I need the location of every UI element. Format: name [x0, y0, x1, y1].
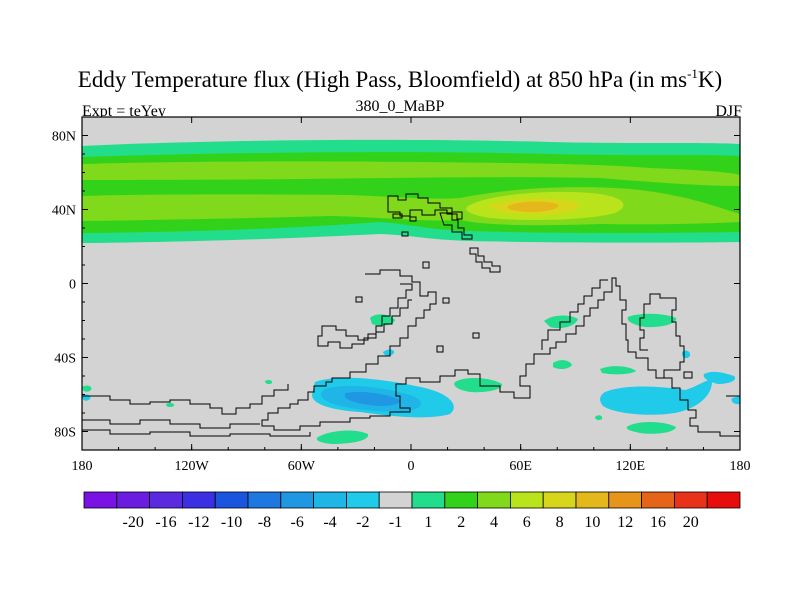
colorbar-label-6: -4	[323, 514, 336, 531]
coastline-antarctic-east	[664, 377, 740, 437]
colorbar-label-9: 1	[424, 514, 432, 531]
coastline-north-asia	[439, 212, 473, 240]
flux-south-pos-4	[454, 378, 503, 393]
flux-south-pos-9	[82, 385, 92, 392]
coastline-east-island	[683, 371, 693, 379]
coastline-small-2	[442, 297, 450, 304]
colorbar-swatch-10	[411, 491, 446, 509]
colorbar-swatch-6	[280, 491, 314, 509]
flux-south-neg-small-4	[731, 396, 740, 405]
colorbar-swatch-1	[116, 491, 151, 509]
coastline-gondwana	[261, 269, 685, 431]
colorbar-swatch-14	[542, 491, 577, 509]
coastline-small-5	[472, 332, 480, 339]
colorbar-swatch-5	[247, 491, 282, 509]
y-axis-ticks: 80N 40N 0 40S 80S	[52, 116, 740, 451]
colorbar-label-10: 2	[457, 514, 465, 531]
period-label: 380_0_MaBP	[355, 98, 445, 115]
colorbar-swatch-11	[444, 491, 478, 509]
season-label: DJF	[715, 103, 742, 120]
colorbar-swatch-13	[509, 491, 544, 509]
flux-south-neg-core-2	[345, 391, 400, 406]
colorbar-label-16: 16	[650, 514, 666, 531]
colorbar-label-4: -8	[258, 514, 271, 531]
colorbar-swatch-19	[706, 491, 741, 509]
coastline-small-1	[422, 261, 430, 269]
coastline-gondwana-inner	[317, 283, 413, 349]
coastline-small-4	[436, 345, 444, 353]
colorbar-swatch-7	[313, 491, 347, 509]
y-tick-label-2: 0	[69, 278, 76, 293]
flux-south-pos-12	[166, 402, 175, 408]
flux-south-pos-11	[265, 379, 273, 385]
colorbar-label-12: 6	[523, 514, 531, 531]
coastline-small-3	[355, 296, 363, 303]
flux-south-pos-6	[600, 366, 636, 375]
coastline-asia-2	[469, 247, 501, 273]
chart-title: Eddy Temperature flux (High Pass, Bloomf…	[77, 66, 723, 92]
flux-south-pos-7	[316, 430, 369, 444]
colorbar-swatch-16	[608, 491, 642, 509]
x-axis-ticks: 180 120W 60W 0 60E 120E 180	[72, 117, 751, 474]
flux-south-neg-pacific	[703, 371, 736, 384]
flux-south-neg-indian	[600, 380, 712, 415]
flux-core-10-to-12	[507, 201, 559, 212]
flux-south-neg-small-1	[383, 349, 395, 356]
flux-contours	[82, 139, 740, 444]
colorbar-swatch-2	[149, 491, 183, 509]
colorbar-label-3: -10	[221, 514, 242, 531]
flux-band-4-to-6-north	[82, 161, 740, 186]
x-tick-label-2: 60W	[288, 459, 316, 474]
colorbar-swatch-8	[345, 491, 380, 509]
colorbar-label-7: -2	[356, 514, 369, 531]
colorbar-swatch-18	[674, 491, 708, 509]
colorbar-swatch-9	[378, 491, 413, 509]
y-tick-label-0: 80N	[52, 130, 76, 145]
x-tick-label-4: 60E	[509, 459, 532, 474]
colorbar-label-1: -16	[155, 514, 176, 531]
map-plot-area: 180 120W 60W 0 60E 120E 180 80N 40N 0 40S 80S	[52, 116, 751, 474]
colorbar-swatch-4	[214, 491, 249, 509]
coastline-antarctic-main	[82, 419, 260, 429]
colorbar-swatch-3	[181, 491, 216, 509]
y-tick-label-3: 40S	[54, 352, 76, 367]
coastline-north-land-4	[401, 231, 409, 237]
coastline-north-land-3	[409, 216, 417, 222]
x-tick-label-0: 180	[72, 459, 93, 474]
x-tick-label-5: 120E	[616, 459, 646, 474]
y-tick-label-1: 40N	[52, 204, 76, 219]
colorbar-swatch-17	[641, 491, 675, 509]
coastline-antarctic-west	[82, 384, 289, 415]
colorbar-label-11: 4	[490, 514, 498, 531]
flux-south-pos-10	[595, 415, 603, 421]
coastline-antarctic-south	[82, 429, 311, 437]
flux-south-pos-8	[626, 421, 676, 434]
experiment-label: Expt = teYey	[82, 103, 166, 120]
colorbar-swatch-15	[575, 491, 610, 509]
colorbar-label-14: 10	[584, 514, 600, 531]
colorbar-swatch-0	[83, 491, 118, 509]
colorbar-label-15: 12	[617, 514, 633, 531]
colorbar-label-5: -6	[291, 514, 304, 531]
coastline-north-land-2	[392, 213, 403, 219]
coastlines	[82, 193, 740, 437]
y-tick-label-4: 80S	[54, 426, 76, 441]
colorbar-label-13: 8	[556, 514, 564, 531]
colorbar-swatch-12	[477, 491, 511, 509]
x-tick-label-6: 180	[730, 459, 751, 474]
flux-south-pos-5	[553, 360, 572, 370]
colorbar-label-8: -1	[389, 514, 402, 531]
colorbar-label-2: -12	[188, 514, 209, 531]
x-tick-label-3: 0	[408, 459, 415, 474]
colorbar: -20 -16 -12 -10 -8 -6 -4 -2 -1 1 2 4 6 8 10 12 16 20	[83, 491, 741, 531]
colorbar-label-0: -20	[123, 514, 144, 531]
x-tick-label-1: 120W	[175, 459, 210, 474]
coastline-north-land	[387, 193, 463, 220]
coastline-east-gondwana	[541, 279, 608, 350]
colorbar-label-17: 20	[683, 514, 699, 531]
